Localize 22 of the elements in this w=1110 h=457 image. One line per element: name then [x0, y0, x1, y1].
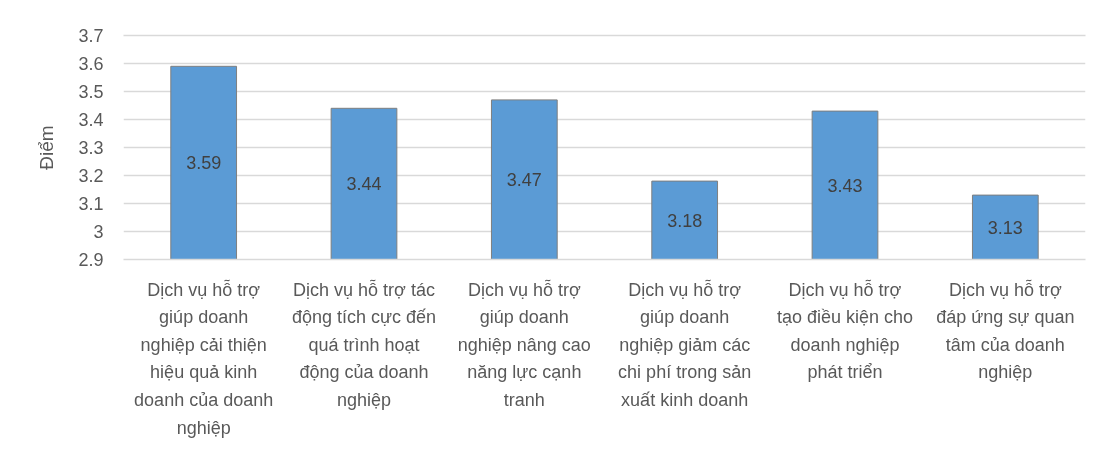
- x-tick-label: Dịch vụ hỗ trợ tạo điều kiện cho doanh nghiệp phát triển: [776, 278, 914, 383]
- y-tick-label: 3.4: [78, 110, 104, 130]
- y-tick-label: 3.1: [78, 194, 104, 214]
- y-tick-label: 3.6: [78, 54, 104, 74]
- y-tick-label: 3.7: [78, 26, 104, 46]
- data-label: 3.18: [667, 210, 703, 231]
- x-tick-label: Dịch vụ hỗ trợ đáp ứng sự quan tâm của doanh nghiệp: [936, 278, 1075, 383]
- y-tick-label: 3.5: [78, 82, 104, 102]
- data-label: 3.43: [827, 175, 863, 196]
- data-label: 3.13: [987, 217, 1023, 238]
- data-label: 3.47: [506, 170, 542, 191]
- data-label: 3.59: [186, 153, 222, 174]
- y-axis-title: Điểm: [36, 125, 58, 170]
- y-tick-label: 3.3: [78, 138, 104, 158]
- y-tick-label: 3: [93, 222, 104, 242]
- x-tick-label: Dịch vụ hỗ trợ giúp doanh nghiệp nâng cao năng lực cạnh tranh: [457, 278, 591, 410]
- x-tick-label: Dịch vụ hỗ trợ tác động tích cực đến quá trình hoạt động của doanh nghiệp: [291, 278, 437, 410]
- x-tick-label: Dịch vụ hỗ trợ giúp doanh nghiệp cải thiện hiệu quả kinh doanh của doanh nghiệp: [134, 278, 274, 438]
- x-tick-label: Dịch vụ hỗ trợ giúp doanh nghiệp giảm các chi phí trong sản xuất kinh doanh: [618, 278, 752, 410]
- data-label: 3.44: [346, 174, 382, 195]
- y-tick-label: 3.2: [78, 166, 104, 186]
- y-tick-label: 2.9: [78, 250, 104, 270]
